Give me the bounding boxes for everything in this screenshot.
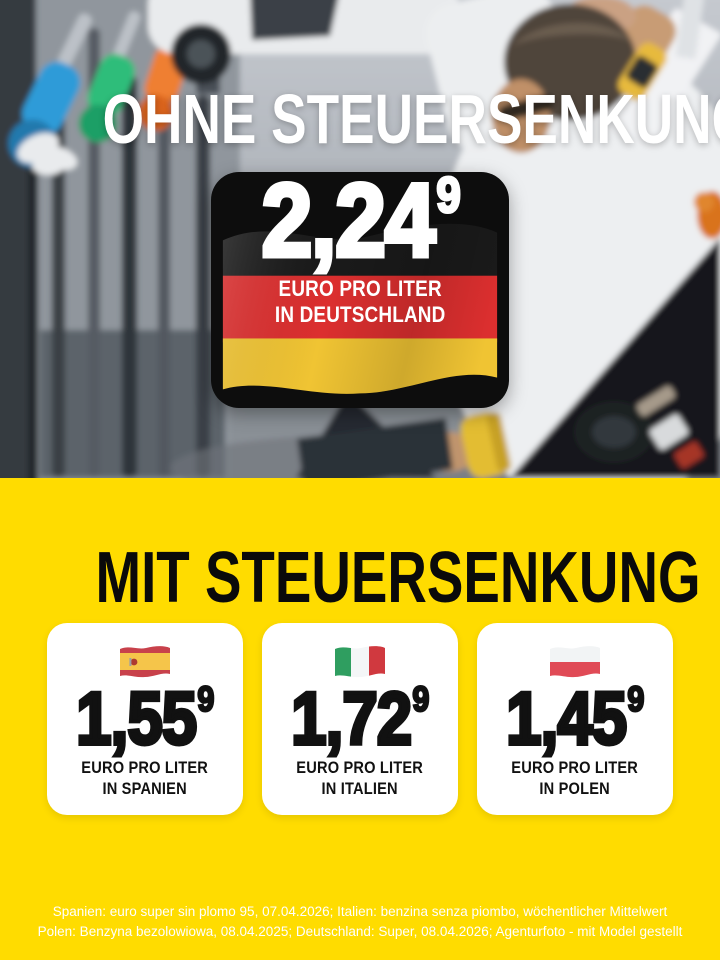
poland-price: 1,459 [505, 680, 646, 758]
price-superscript: 9 [435, 167, 462, 224]
footnote-line1: Spanien: euro super sin plomo 95, 07.04.… [52, 904, 668, 919]
poland-price-card: 1,459 EURO PRO LITER IN POLEN [477, 623, 673, 815]
italy-flag-icon [335, 646, 385, 678]
heading-top-text: OHNE STEUERSENKUNG [102, 80, 720, 158]
caption-line2: IN POLEN [539, 779, 611, 799]
italy-price: 1,729 [290, 680, 431, 758]
poland-flag-icon [550, 646, 600, 678]
italy-price-card: 1,729 EURO PRO LITER IN ITALIEN [262, 623, 458, 815]
heading-ohne-steuersenkung: OHNE STEUERSENKUNG [0, 84, 720, 154]
caption-line2: IN DEUTSCHLAND [274, 302, 446, 328]
source-footnote: Spanien: euro super sin plomo 95, 07.04.… [0, 902, 720, 941]
caption-line1: EURO PRO LITER [81, 758, 209, 778]
germany-price: 2,249 [259, 167, 462, 276]
price-value: 1,45 [505, 677, 629, 760]
price-value: 1,55 [75, 677, 199, 760]
refuel-illustration [296, 238, 720, 478]
heading-mit-steuersenkung: MIT STEUERSENKUNG [0, 542, 720, 614]
germany-price-caption: EURO PRO LITER IN DEUTSCHLAND [261, 276, 459, 329]
spain-price: 1,559 [75, 680, 216, 758]
price-superscript: 9 [197, 679, 216, 720]
caption-line1: EURO PRO LITER [511, 758, 639, 778]
footnote-line2: Polen: Benzyna bezolowiowa, 08.04.2025; … [37, 923, 683, 939]
germany-flag-icon [222, 223, 498, 394]
price-value: 2,24 [259, 163, 437, 279]
price-value: 1,72 [290, 677, 414, 760]
caption-line2: IN ITALIEN [321, 779, 399, 799]
yellow-section: MIT STEUERSENKUNG 1,559 [0, 478, 720, 960]
spain-flag-icon [120, 646, 170, 678]
gas-station-photo-illustration [0, 0, 720, 478]
price-superscript: 9 [627, 679, 646, 720]
price-superscript: 9 [412, 679, 431, 720]
spain-price-caption: EURO PRO LITER IN SPANIEN [71, 758, 218, 799]
car-illustration [148, 0, 458, 84]
country-cards-row: 1,559 EURO PRO LITER IN SPANIEN [0, 623, 720, 815]
gas-station-photo: OHNE STEUERSENKUNG [0, 0, 720, 478]
poland-price-caption: EURO PRO LITER IN POLEN [501, 758, 648, 799]
heading-bottom-text: MIT STEUERSENKUNG [95, 538, 701, 618]
germany-price-card: 2,249 EURO PRO LITER IN DEUTSCHLAND [211, 167, 509, 408]
spain-price-card: 1,559 EURO PRO LITER IN SPANIEN [47, 623, 243, 815]
caption-line1: EURO PRO LITER [278, 275, 442, 301]
caption-line1: EURO PRO LITER [296, 758, 424, 778]
italy-price-caption: EURO PRO LITER IN ITALIEN [286, 758, 433, 799]
watch-illustration [618, 42, 667, 101]
caption-line2: IN SPANIEN [102, 779, 188, 799]
